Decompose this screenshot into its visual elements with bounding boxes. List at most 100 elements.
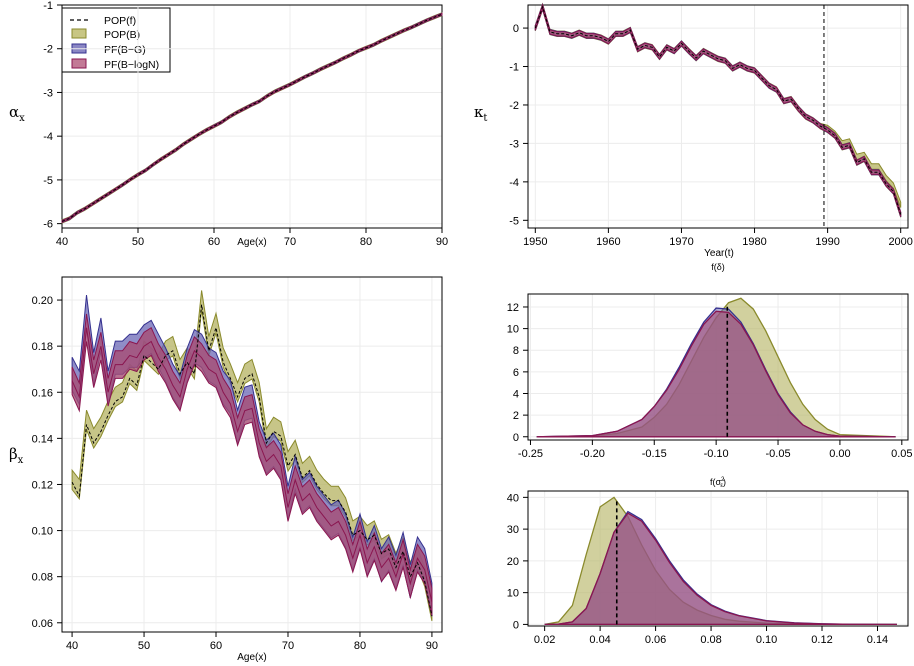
delta-ytick-label: 12	[507, 302, 519, 314]
beta-xtick-label: 70	[282, 640, 294, 652]
kappa-xtick-label: 1970	[669, 236, 693, 248]
kappa-ytick-label: 0	[513, 23, 519, 35]
beta-ytick-label: 0.14	[32, 433, 53, 445]
delta-series	[536, 297, 896, 438]
kappa-xtick-label: 1960	[596, 236, 620, 248]
kappa-series	[534, 2, 902, 228]
sigma-series	[544, 496, 897, 626]
kappa-xtick-label: 1990	[815, 236, 839, 248]
kappa-line-pop-f	[534, 5, 902, 215]
beta-xtick-label: 50	[138, 640, 150, 652]
delta-ytick-label: 6	[513, 367, 519, 379]
delta-ytick-label: 10	[507, 324, 519, 336]
kappa-ytick-label: -3	[509, 138, 519, 150]
legend: POP(f) POP(B) PF(B−G) PF(B−logN)	[61, 7, 171, 73]
legend-label-pop-b: POP(B)	[104, 29, 140, 41]
alpha-ytick-label: -6	[43, 219, 53, 231]
alpha-band-pf-blogn	[61, 12, 443, 224]
delta-panel: f(δ)	[711, 262, 725, 272]
sigma-title: f(σ2 ε)	[710, 477, 726, 489]
delta-frame	[527, 293, 909, 441]
alpha-axes: 40 50 60 70 80 90 -6 -5 -4 -3 -2 -1	[43, 0, 448, 248]
beta-line-pf-blogn	[71, 327, 433, 603]
sigma-ytick-label: 40	[507, 492, 519, 504]
sigma-xtick-label: 0.04	[589, 634, 610, 646]
kappa-ytick-label: -1	[509, 62, 519, 74]
sigma-xtick-label: 0.12	[811, 634, 832, 646]
kappa-xtick-label: 1950	[523, 236, 547, 248]
delta-xtick-label: -0.15	[642, 448, 667, 460]
sigma-xtick-label: 0.02	[534, 634, 555, 646]
alpha-ylabel: αx	[9, 103, 25, 124]
beta-axes: 40 50 60 70 80 90 0.06 0.08 0.10 0.12 0.14 0.16 0.18…	[32, 276, 443, 652]
delta-ytick-label: 4	[513, 388, 519, 400]
alpha-xtick-label: 80	[360, 236, 372, 248]
sigma-xtick-label: 0.10	[756, 634, 777, 646]
beta-xtick-label: 40	[66, 640, 78, 652]
beta-ytick-label: 0.20	[32, 295, 53, 307]
kappa-panel: κt Year(t)	[474, 103, 734, 259]
alpha-panel: αx Age(x)	[9, 103, 267, 248]
sigma-xtick-label: 0.06	[645, 634, 666, 646]
legend-key-pf-blogn	[71, 58, 87, 69]
delta-xtick-label: 0.05	[891, 448, 912, 460]
alpha-xtick-label: 90	[436, 236, 448, 248]
delta-title: f(δ)	[711, 262, 725, 272]
alpha-series	[61, 11, 443, 224]
beta-ytick-label: 0.10	[32, 526, 53, 538]
beta-ytick-label: 0.08	[32, 572, 53, 584]
alpha-xtick-label: 60	[208, 236, 220, 248]
alpha-ytick-label: -3	[43, 87, 53, 99]
delta-xtick-label: -0.25	[518, 448, 543, 460]
beta-series	[71, 290, 433, 622]
alpha-xlabel: Age(x)	[237, 237, 266, 248]
legend-label-pf-blogn: PF(B−logN)	[104, 59, 159, 71]
kappa-xtick-label: 2000	[888, 236, 912, 248]
kappa-ytick-label: -4	[509, 177, 519, 189]
beta-xlabel: Age(x)	[237, 652, 266, 663]
delta-density-pf-blogn	[536, 310, 896, 438]
legend-key-pop-b	[71, 28, 87, 39]
sigma-panel: f(σ2 ε)	[710, 477, 726, 489]
kappa-xtick-label: 1980	[742, 236, 766, 248]
alpha-xtick-label: 50	[132, 236, 144, 248]
alpha-ytick-label: -1	[43, 0, 53, 12]
delta-ytick-label: 8	[513, 345, 519, 357]
alpha-xtick-label: 40	[56, 236, 68, 248]
sigma-xtick-label: 0.14	[867, 634, 888, 646]
beta-frame	[61, 276, 443, 633]
alpha-ytick-label: -2	[43, 44, 53, 56]
sigma-xtick-label: 0.08	[700, 634, 721, 646]
beta-ytick-label: 0.18	[32, 341, 53, 353]
delta-xtick-label: -0.20	[580, 448, 605, 460]
kappa-band-pf-blogn	[534, 3, 902, 217]
beta-ylabel: βx	[9, 445, 24, 466]
sigma-ytick-label: 30	[507, 524, 519, 536]
beta-xtick-label: 80	[354, 640, 366, 652]
beta-line-pop-f	[71, 304, 433, 617]
alpha-frame	[61, 4, 443, 229]
kappa-ylabel: κt	[474, 103, 487, 124]
beta-ytick-label: 0.06	[32, 618, 53, 630]
delta-xtick-label: -0.05	[765, 448, 790, 460]
sigma-ytick-label: 10	[507, 588, 519, 600]
legend-label-pf-bg: PF(B−G)	[104, 44, 146, 56]
alpha-ytick-label: -5	[43, 175, 53, 187]
sigma-ytick-label: 0	[513, 619, 519, 631]
beta-ytick-label: 0.16	[32, 387, 53, 399]
sigma-density-pf-blogn	[544, 512, 897, 626]
alpha-ytick-label: -4	[43, 131, 53, 143]
delta-xtick-label: -0.10	[704, 448, 729, 460]
beta-xtick-label: 90	[426, 640, 438, 652]
alpha-xtick-label: 70	[284, 236, 296, 248]
kappa-ytick-label: -2	[509, 100, 519, 112]
kappa-ytick-label: -5	[509, 215, 519, 227]
delta-ytick-label: 0	[513, 432, 519, 444]
kappa-axes: 1950 1960 1970 1980 1990 2000 0 -1 -2 -3 -4 -5	[509, 4, 913, 248]
sigma-frame	[527, 490, 909, 627]
kappa-frame	[527, 4, 909, 229]
legend-label-pop-f: POP(f)	[104, 15, 136, 27]
beta-panel: βx Age(x)	[9, 445, 267, 663]
delta-xtick-label: 0.00	[829, 448, 850, 460]
